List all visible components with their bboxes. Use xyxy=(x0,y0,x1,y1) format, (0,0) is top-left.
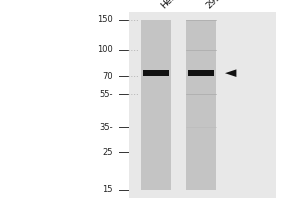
Text: 35-: 35- xyxy=(99,123,112,132)
Text: 55-: 55- xyxy=(99,90,112,99)
Bar xyxy=(143,70,169,76)
Text: 100: 100 xyxy=(97,45,112,54)
Bar xyxy=(129,12,276,198)
Bar xyxy=(188,70,214,76)
Text: 70: 70 xyxy=(102,72,112,81)
Polygon shape xyxy=(225,69,236,77)
Text: 25: 25 xyxy=(102,148,112,157)
Text: 293T: 293T xyxy=(204,0,226,10)
Bar xyxy=(186,20,216,190)
Text: 15: 15 xyxy=(102,186,112,194)
Text: Hela: Hela xyxy=(159,0,180,10)
Text: 150: 150 xyxy=(97,16,112,24)
Bar xyxy=(141,20,171,190)
